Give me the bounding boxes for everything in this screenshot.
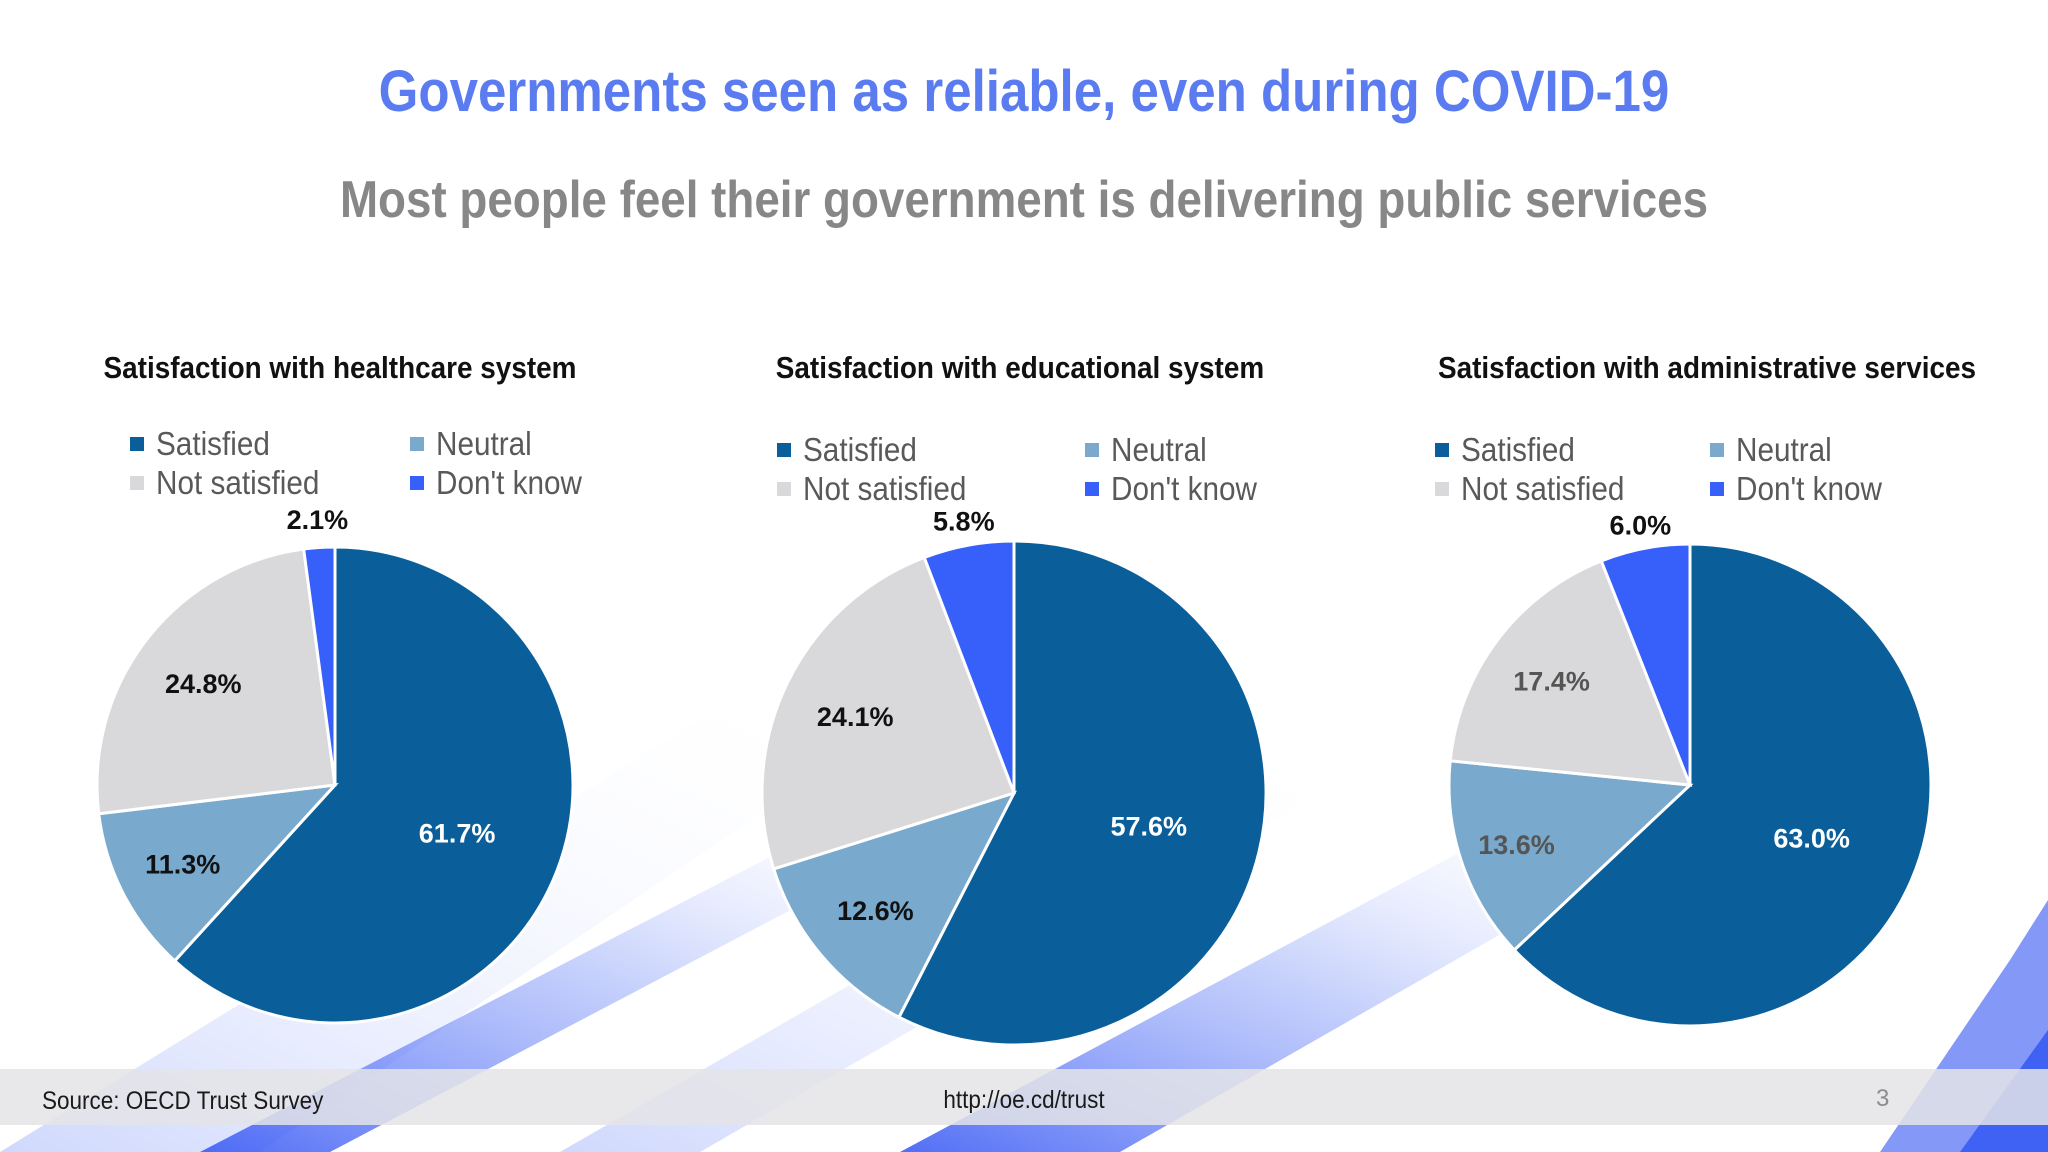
chart-title: Satisfaction with educational system [775,350,1265,385]
legend-swatch [410,437,424,451]
data-label-don-t-know: 6.0% [1610,511,1672,541]
legend-item-dont-know: Don't know [1085,470,1273,508]
pie-slice-don-t-know [922,539,1016,794]
pie-chart-administrative: Satisfaction with administrative service… [1410,340,1977,1060]
pie-chart-educational: Satisfaction with educational system Sat… [740,340,1300,1060]
slide-subtitle: Most people feel their government is del… [339,171,1709,229]
legend-item-satisfied: Satisfied [130,425,283,463]
legend-swatch [130,437,144,451]
legend-swatch [777,443,791,457]
legend-label: Satisfied [803,431,917,468]
pie-slice-neutral [771,790,1017,1020]
legend-item-dont-know: Don't know [1710,470,1898,508]
footer-source: Source: OECD Trust Survey [42,1087,324,1115]
data-label-not-satisfied: 24.1% [817,702,894,732]
chart-legend: Satisfied Neutral Not satisfied Don't kn… [130,425,630,505]
pie-chart-healthcare: Satisfaction with healthcare system Sati… [60,340,620,1060]
legend-item-neutral: Neutral [410,425,542,463]
pie-slice-satisfied [1512,542,1933,1028]
data-label-don-t-know: 5.8% [933,506,995,536]
legend-label: Neutral [436,425,532,462]
legend-swatch [777,482,791,496]
data-label-satisfied: 57.6% [1110,812,1187,842]
pie-slice-not-satisfied [95,547,337,816]
legend-label: Not satisfied [803,470,967,507]
legend-label: Not satisfied [156,464,320,501]
slide-title: Governments seen as reliable, even durin… [378,59,1670,124]
legend-item-not-satisfied: Not satisfied [777,470,985,508]
legend-item-dont-know: Don't know [410,464,598,502]
legend-label: Don't know [436,464,582,501]
pie-slice-not-satisfied [760,555,1016,871]
pie-slice-satisfied [172,545,575,1025]
data-label-not-satisfied: 24.8% [165,669,242,699]
legend-swatch [1710,482,1724,496]
data-label-not-satisfied: 17.4% [1513,666,1590,696]
legend-item-not-satisfied: Not satisfied [1435,470,1643,508]
pie-slice-don-t-know [1599,542,1692,786]
legend-swatch [1085,443,1099,457]
chart-legend: Satisfied Neutral Not satisfied Don't kn… [777,431,1277,511]
legend-label: Neutral [1111,431,1207,468]
legend-item-satisfied: Satisfied [1435,431,1588,469]
pie-plot: 61.7% 11.3% 24.8% 2.1% [95,505,575,1025]
footer-bar [0,1069,2048,1125]
footer-url-link[interactable]: http://oe.cd/trust [943,1086,1105,1114]
pie-slice-neutral [97,783,339,964]
legend-swatch [130,476,144,490]
pie-slice-don-t-know [301,545,337,786]
data-label-neutral: 11.3% [145,850,220,880]
legend-label: Neutral [1736,431,1832,468]
pie-plot: 63.0% 13.6% 17.4% 6.0% [1447,511,1933,1028]
data-label-don-t-know: 2.1% [287,505,349,535]
legend-swatch [1085,482,1099,496]
pie-slice-satisfied [896,539,1268,1047]
chart-title: Satisfaction with healthcare system [103,350,577,385]
pie-plot: 57.6% 12.6% 24.1% 5.8% [760,506,1268,1047]
chart-title: Satisfaction with administrative service… [1438,350,1977,385]
legend-item-satisfied: Satisfied [777,431,930,469]
pie-slice-not-satisfied [1448,558,1693,787]
data-label-neutral: 12.6% [837,896,914,926]
page-number: 3 [1876,1085,1890,1112]
data-label-neutral: 13.6% [1478,830,1555,860]
legend-label: Satisfied [156,425,270,462]
legend-label: Don't know [1111,470,1257,507]
data-label-satisfied: 61.7% [419,818,496,848]
legend-swatch [1710,443,1724,457]
legend-label: Not satisfied [1461,470,1625,507]
data-label-satisfied: 63.0% [1773,824,1850,854]
legend-swatch [1435,443,1449,457]
chart-legend: Satisfied Neutral Not satisfied Don't kn… [1435,431,1935,511]
pie-slice-neutral [1447,759,1694,953]
legend-swatch [1435,482,1449,496]
legend-item-neutral: Neutral [1085,431,1217,469]
legend-item-not-satisfied: Not satisfied [130,464,338,502]
legend-swatch [410,476,424,490]
legend-label: Satisfied [1461,431,1575,468]
legend-item-neutral: Neutral [1710,431,1842,469]
legend-label: Don't know [1736,470,1882,507]
